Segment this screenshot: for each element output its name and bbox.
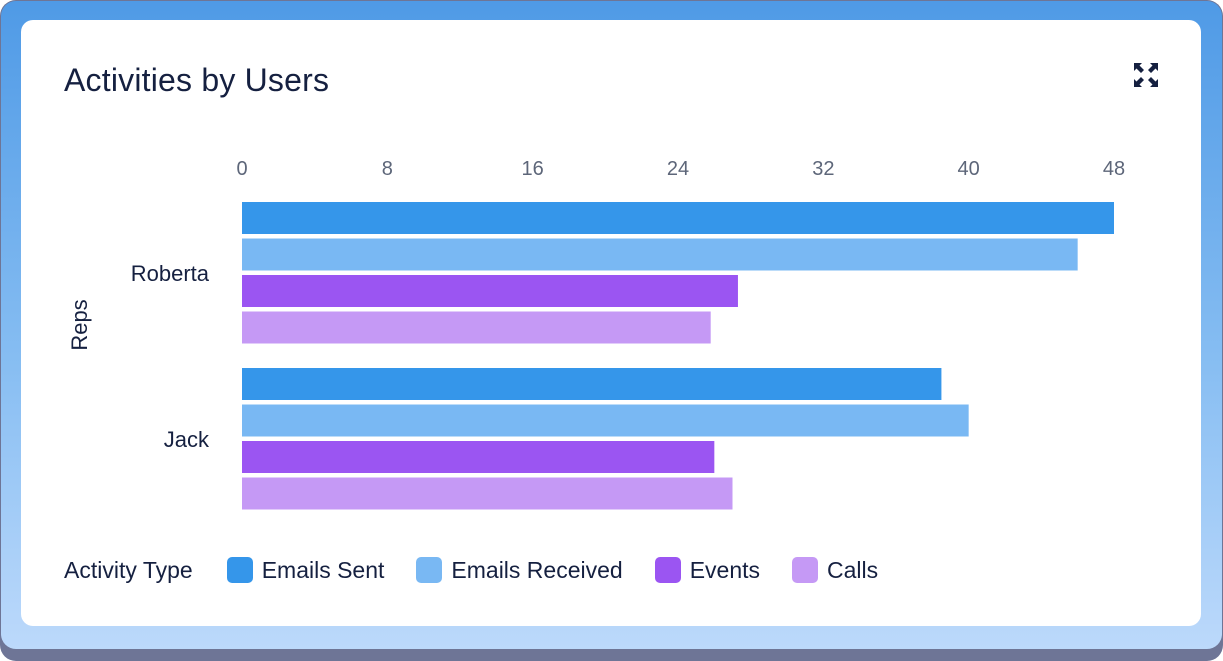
bar-emails-received-roberta[interactable] — [242, 238, 1078, 271]
legend: Activity Type Emails Sent Emails Received… — [64, 555, 910, 585]
legend-item-calls[interactable]: Calls — [792, 557, 878, 584]
bar-emails-sent-roberta[interactable] — [242, 202, 1114, 234]
x-tick-label: 8 — [382, 158, 393, 180]
chart-title: Activities by Users — [64, 62, 330, 98]
legend-label: Emails Sent — [261, 556, 385, 583]
category-label: Roberta — [131, 261, 210, 286]
y-axis-title: Reps — [67, 299, 92, 350]
legend-item-emails-received[interactable]: Emails Received — [416, 556, 623, 584]
expand-button[interactable] — [1131, 60, 1161, 90]
legend-swatch — [654, 557, 681, 583]
legend-title: Activity Type — [64, 556, 193, 583]
legend-label: Emails Received — [451, 556, 623, 583]
x-tick-label: 32 — [812, 158, 834, 180]
legend-item-events[interactable]: Events — [654, 556, 761, 584]
legend-item-emails-sent[interactable]: Emails Sent — [226, 556, 385, 584]
expand-icon — [1134, 63, 1158, 87]
bar-emails-received-jack[interactable] — [242, 404, 969, 437]
x-tick-label: 48 — [1103, 158, 1125, 180]
chart-card: Activities by Users 0 8 16 24 32 40 48 Reps Robe… — [21, 20, 1201, 626]
bar-emails-sent-jack[interactable] — [242, 368, 942, 400]
legend-swatch — [226, 557, 253, 583]
legend-swatch — [792, 557, 819, 583]
x-tick-label: 16 — [522, 158, 544, 180]
x-tick-label: 0 — [236, 158, 247, 180]
category-label: Jack — [164, 427, 210, 452]
bar-events-roberta[interactable] — [242, 275, 738, 307]
x-tick-label: 24 — [667, 158, 689, 180]
x-tick-label: 40 — [958, 158, 980, 180]
bar-chart: 0 8 16 24 32 40 48 Reps Roberta Jack — [67, 158, 1125, 510]
bar-calls-roberta[interactable] — [242, 311, 711, 344]
bar-calls-jack[interactable] — [242, 477, 733, 510]
legend-label: Events — [689, 556, 761, 583]
legend-label: Calls — [827, 556, 879, 583]
bar-events-jack[interactable] — [242, 441, 715, 473]
legend-swatch — [416, 557, 443, 583]
